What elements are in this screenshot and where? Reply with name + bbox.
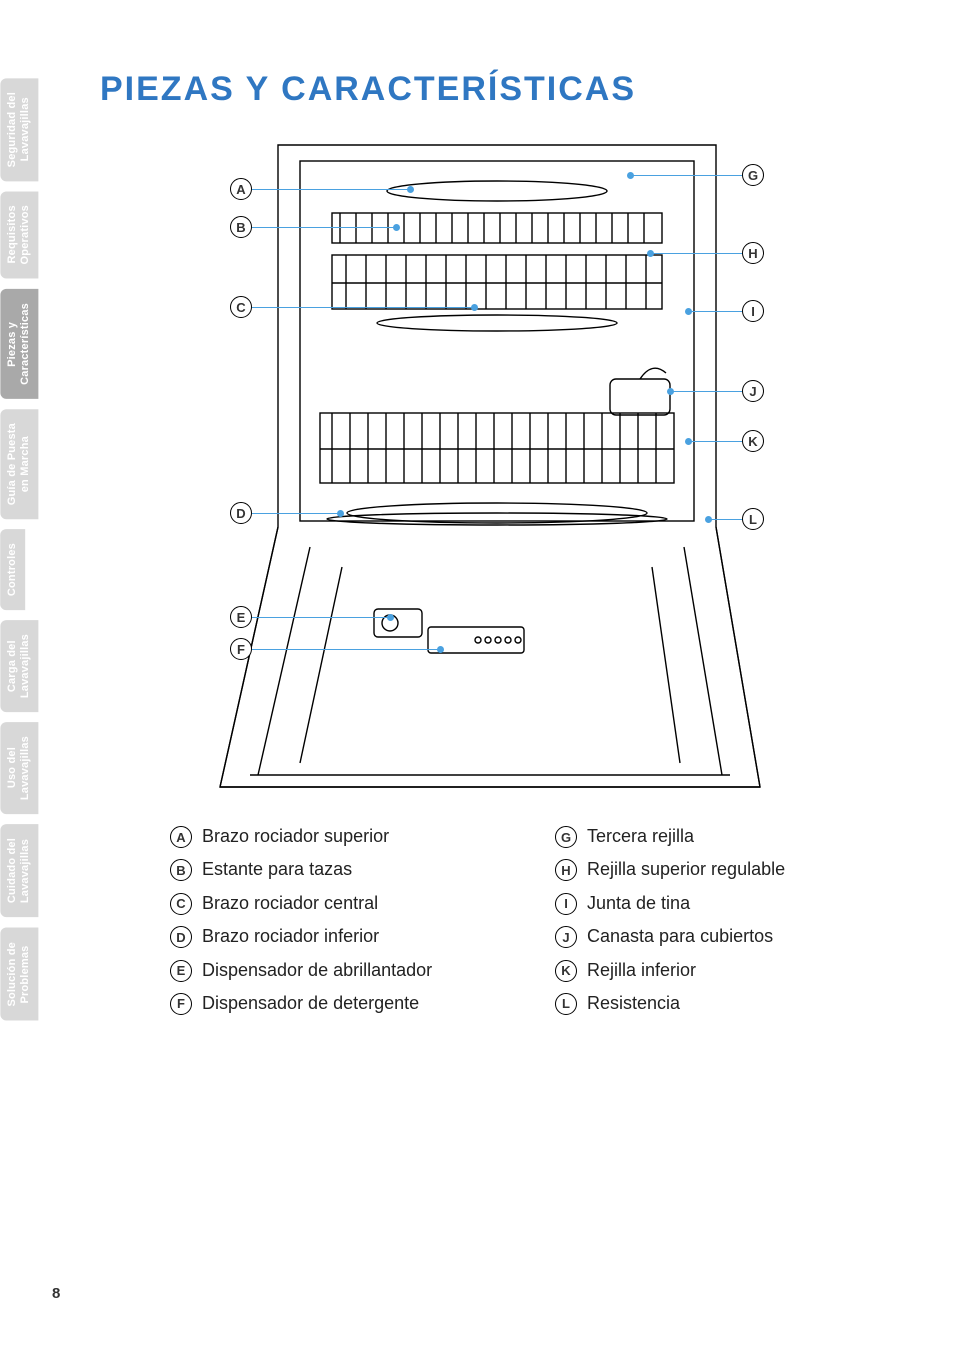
legend-label: Tercera rejilla	[587, 825, 694, 848]
legend-label: Dispensador de abrillantador	[202, 959, 432, 982]
leader-dot	[393, 224, 400, 231]
sidebar-tab[interactable]: Uso del Lavavajillas	[0, 722, 38, 814]
leader-line	[630, 175, 742, 176]
legend-marker: H	[555, 859, 577, 881]
leader-line	[688, 311, 742, 312]
legend-marker: A	[170, 826, 192, 848]
sidebar-tab[interactable]: Solución de Problemas	[0, 928, 38, 1021]
callout-marker: A	[230, 178, 252, 200]
callout-marker: G	[742, 164, 764, 186]
leader-line	[252, 513, 340, 514]
legend-marker: C	[170, 893, 192, 915]
callout-marker: C	[230, 296, 252, 318]
legend-marker: B	[170, 859, 192, 881]
leader-dot	[667, 388, 674, 395]
legend-row: L Resistencia	[555, 992, 900, 1015]
legend-label: Rejilla inferior	[587, 959, 696, 982]
legend-column-left: A Brazo rociador superior B Estante para ta…	[170, 825, 515, 1025]
legend-label: Brazo rociador superior	[202, 825, 389, 848]
legend-row: J Canasta para cubiertos	[555, 925, 900, 948]
sidebar-tab[interactable]: Seguridad del Lavavajillas	[0, 78, 38, 181]
callout-marker: F	[230, 638, 252, 660]
legend-marker: K	[555, 960, 577, 982]
leader-line	[252, 617, 390, 618]
callout-marker: I	[742, 300, 764, 322]
legend-row: E Dispensador de abrillantador	[170, 959, 515, 982]
leader-dot	[685, 438, 692, 445]
leader-dot	[407, 186, 414, 193]
legend-marker: G	[555, 826, 577, 848]
legend-row: H Rejilla superior regulable	[555, 858, 900, 881]
leader-dot	[647, 250, 654, 257]
legend-marker: I	[555, 893, 577, 915]
legend: A Brazo rociador superior B Estante para ta…	[170, 825, 900, 1025]
legend-label: Dispensador de detergente	[202, 992, 419, 1015]
legend-marker: F	[170, 993, 192, 1015]
sidebar-tab[interactable]: Carga del Lavavajillas	[0, 620, 38, 712]
sidebar-tab[interactable]: Guía de Puesta en Marcha	[0, 409, 38, 519]
leader-line	[650, 253, 742, 254]
leader-dot	[471, 304, 478, 311]
legend-marker: J	[555, 926, 577, 948]
callout-marker: D	[230, 502, 252, 524]
leader-dot	[387, 614, 394, 621]
legend-marker: L	[555, 993, 577, 1015]
legend-label: Estante para tazas	[202, 858, 352, 881]
legend-row: K Rejilla inferior	[555, 959, 900, 982]
leader-line	[688, 441, 742, 442]
legend-row: I Junta de tina	[555, 892, 900, 915]
callout-marker: H	[742, 242, 764, 264]
legend-label: Junta de tina	[587, 892, 690, 915]
legend-row: F Dispensador de detergente	[170, 992, 515, 1015]
leader-line	[252, 189, 410, 190]
legend-row: A Brazo rociador superior	[170, 825, 515, 848]
legend-label: Brazo rociador inferior	[202, 925, 379, 948]
sidebar-tab[interactable]: Controles	[0, 529, 25, 610]
legend-column-right: G Tercera rejilla H Rejilla superior regula…	[555, 825, 900, 1025]
sidebar-tab[interactable]: Requisitos Operativos	[0, 191, 38, 278]
leader-dot	[437, 646, 444, 653]
legend-row: G Tercera rejilla	[555, 825, 900, 848]
sidebar-tab[interactable]: Cuidado del Lavavajillas	[0, 824, 38, 917]
legend-label: Resistencia	[587, 992, 680, 1015]
leader-dot	[627, 172, 634, 179]
page-title: PIEZAS Y CARACTERÍSTICAS	[100, 70, 900, 109]
callout-marker: B	[230, 216, 252, 238]
leader-line	[252, 227, 396, 228]
legend-marker: D	[170, 926, 192, 948]
legend-label: Brazo rociador central	[202, 892, 378, 915]
page-number: 8	[52, 1285, 60, 1302]
legend-marker: E	[170, 960, 192, 982]
leader-dot	[685, 308, 692, 315]
dishwasher-diagram: AB C D EF G H I J K L	[160, 127, 800, 807]
legend-row: C Brazo rociador central	[170, 892, 515, 915]
callout-marker: E	[230, 606, 252, 628]
leader-dot	[705, 516, 712, 523]
leader-line	[252, 649, 440, 650]
legend-label: Rejilla superior regulable	[587, 858, 785, 881]
main-content: PIEZAS Y CARACTERÍSTICAS	[100, 70, 900, 1025]
callout-marker: J	[742, 380, 764, 402]
sidebar-tabs: Seguridad del Lavavajillas Requisitos Ope…	[0, 78, 48, 1030]
callout-marker: L	[742, 508, 764, 530]
leader-dot	[337, 510, 344, 517]
legend-row: B Estante para tazas	[170, 858, 515, 881]
legend-label: Canasta para cubiertos	[587, 925, 773, 948]
leader-line	[670, 391, 742, 392]
sidebar-tab[interactable]: Piezas y Características	[0, 289, 38, 399]
leader-line	[252, 307, 474, 308]
leader-line	[708, 519, 742, 520]
legend-row: D Brazo rociador inferior	[170, 925, 515, 948]
callout-marker: K	[742, 430, 764, 452]
diagram-svg	[160, 127, 800, 807]
